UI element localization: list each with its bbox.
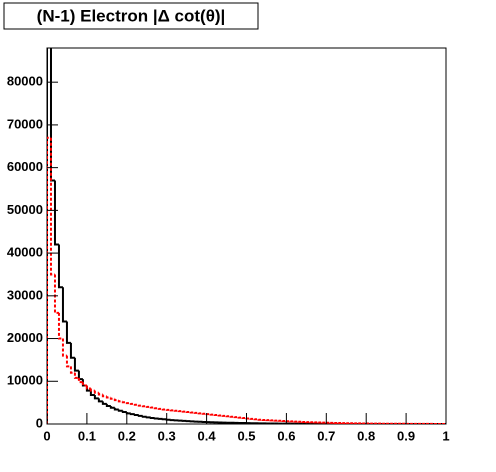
histogram-bin [113,398,119,402]
histogram-bin [81,382,87,387]
histogram-bin [133,403,139,406]
histogram-bin [57,312,63,340]
y-tick-label: 70000 [7,116,43,131]
y-tick-label: 40000 [7,245,43,260]
histogram-bin [121,401,127,404]
title-box [3,2,259,30]
histogram-bin [137,414,143,417]
histogram-bin [77,370,83,381]
x-tick-label: 0.3 [158,428,176,443]
histogram-bin [53,180,59,246]
histogram-bin [61,287,67,323]
histogram-bin [65,321,71,344]
histogram-bin [57,244,63,289]
histogram-bin [125,402,131,405]
histogram-bin [97,392,103,396]
histogram-bin [117,409,123,412]
histogram-bin [93,394,99,400]
histogram-bin [97,398,103,403]
x-tick-label: 0.2 [118,428,136,443]
histogram-bin [141,415,147,418]
chart-title: (N-1) Electron |Δ cot(θ)| [37,6,226,25]
histogram-bin [93,390,99,394]
plot-frame [46,47,447,425]
histogram-bin [109,406,115,409]
y-tick-label: 80000 [7,74,43,89]
histogram-bin [153,407,159,410]
histogram-bin [149,417,155,420]
histogram-bin [145,416,151,419]
histogram-bin [49,137,55,276]
histogram-bin [65,355,71,368]
histogram-bin [69,366,75,374]
histogram-bin [89,390,95,396]
histogram-bin [129,402,135,405]
histogram-bin [77,377,83,384]
histogram-bin [161,408,167,411]
histogram-bin [53,274,59,314]
histogram-bin [49,48,55,182]
histogram-bin [113,407,119,411]
histogram-bin [61,338,67,357]
histogram-bin [149,406,155,409]
histogram-bin [109,397,115,400]
x-tick-label: 0 [43,428,50,443]
histogram-bin [85,385,91,390]
y-tick-label: 0 [36,415,43,430]
y-tick-label: 30000 [7,287,43,302]
histogram-bin [73,372,79,379]
histogram-bin [105,396,111,399]
x-tick-label: 0.9 [397,428,415,443]
histogram-bin [133,414,139,417]
x-tick-label: 0.4 [198,428,217,443]
histogram-bin [129,413,135,416]
histogram-bin [101,394,107,398]
histogram-bin [105,403,111,408]
histogram-bin [145,405,151,408]
histogram-bin [121,410,127,414]
histogram-bin [157,407,163,410]
x-tick-label: 0.6 [277,428,295,443]
histogram-bin [69,342,75,359]
histogram-bin [101,401,107,405]
y-tick-label: 10000 [7,373,43,388]
x-tick-label: 1 [442,428,449,443]
histogram-bin [89,388,95,392]
x-tick-label: 0.1 [78,428,96,443]
histogram-bin [117,400,123,403]
x-tick-label: 0.7 [317,428,335,443]
x-tick-label: 0.5 [237,428,255,443]
y-tick-label: 50000 [7,202,43,217]
y-tick-label: 20000 [7,330,43,345]
x-tick-label: 0.8 [357,428,375,443]
histogram-bin [141,405,147,408]
histogram-bin [125,412,131,415]
histogram-bin [73,357,79,372]
y-tick-label: 60000 [7,159,43,174]
plot-area [47,48,446,424]
histogram-bin [137,404,143,407]
